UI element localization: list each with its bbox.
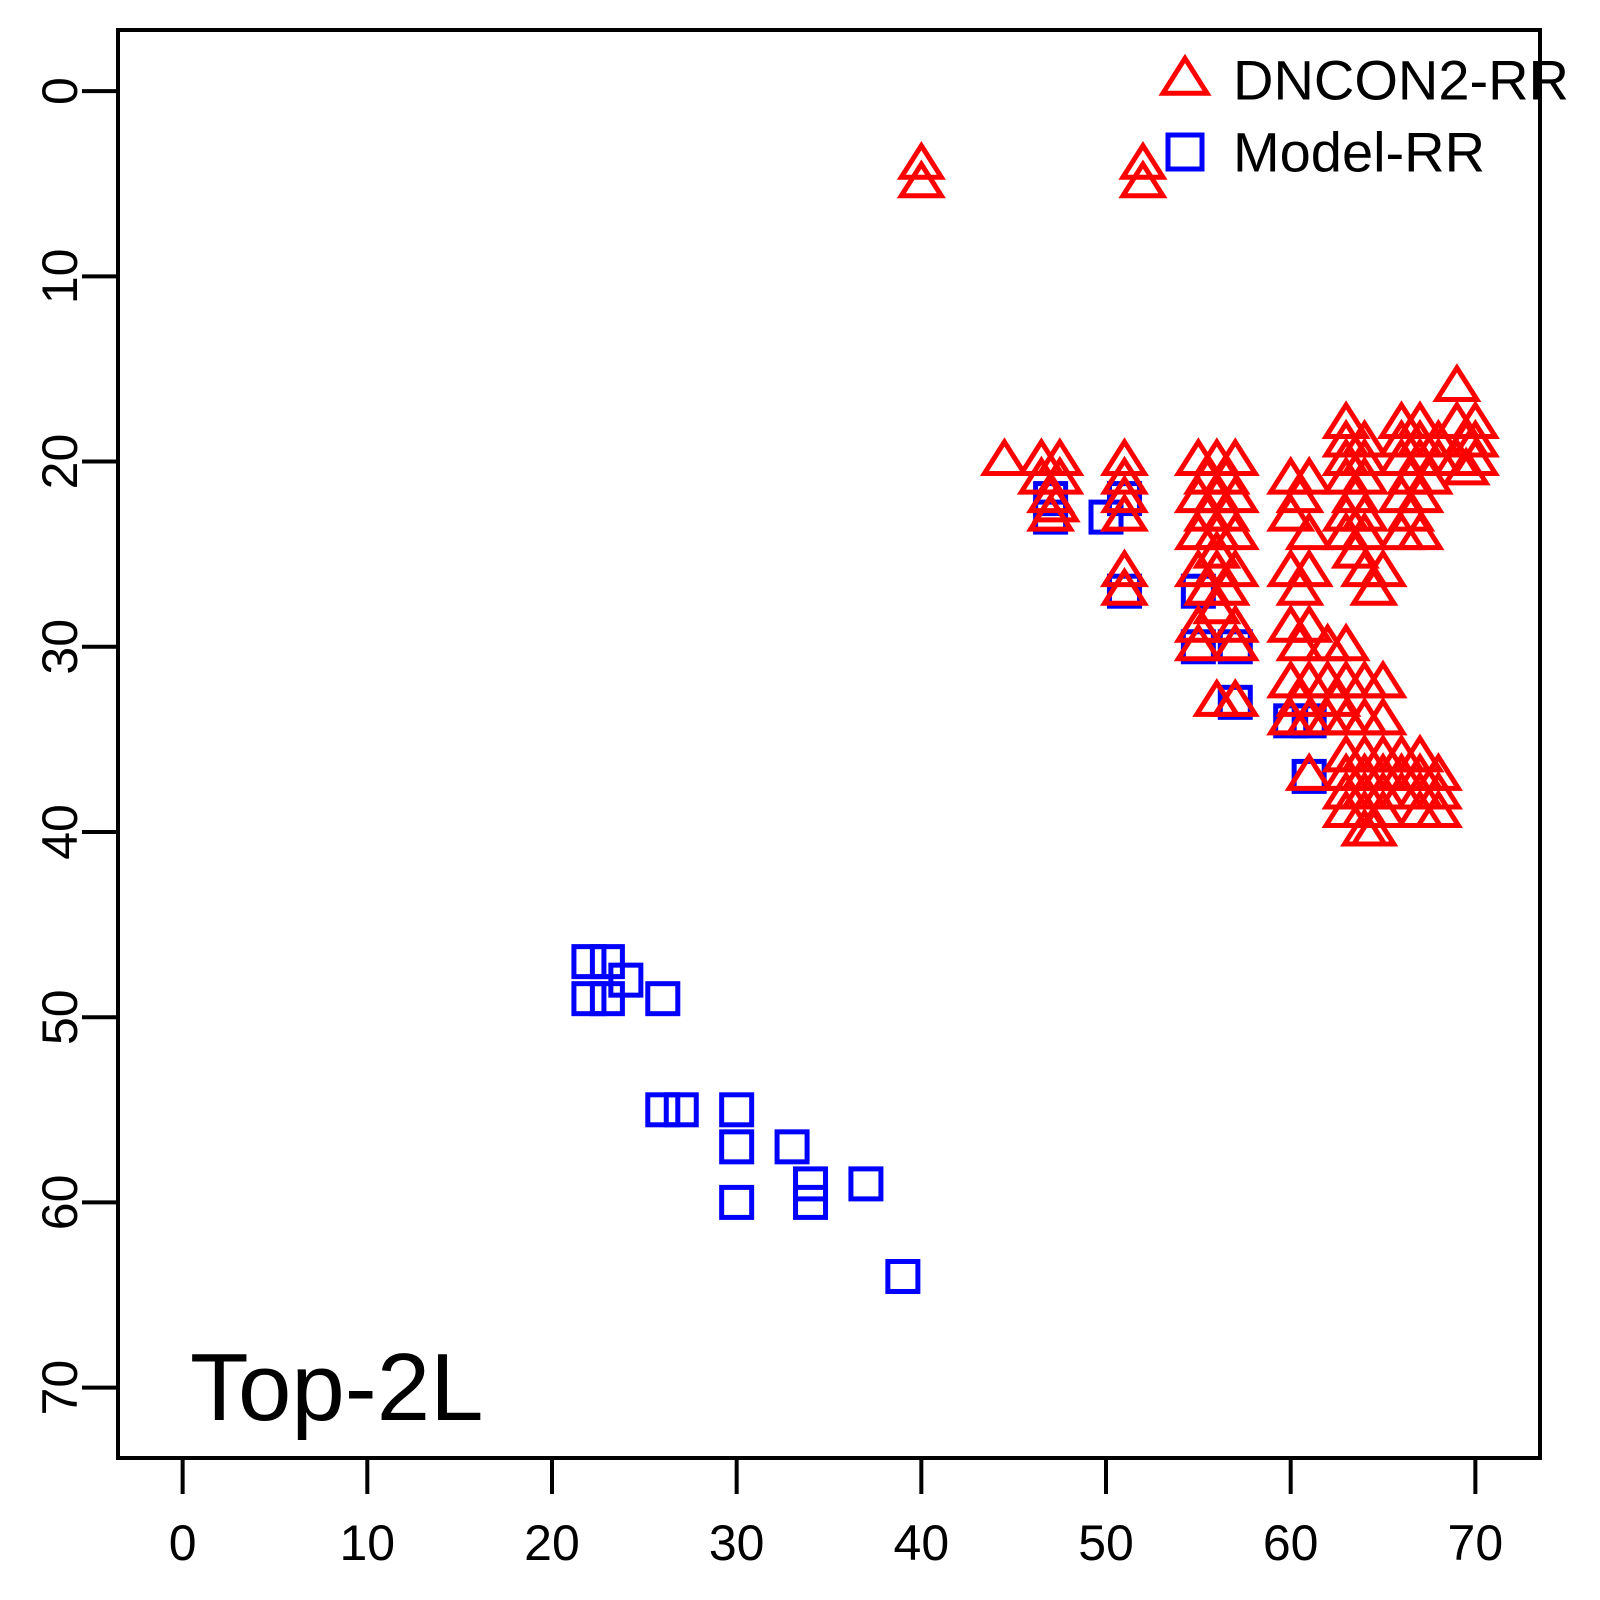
data-point-triangle [1099,455,1150,495]
data-point-square [793,1184,829,1220]
data-point-triangle [979,437,1029,477]
data-point-square [719,1129,755,1165]
x-tick-label-20: 20 [524,1515,580,1571]
axes-group: 0 10 20 30 40 50 60 70 0 10 20 30 40 50 60 70 [32,28,1542,1571]
data-point-triangle [1118,159,1168,199]
data-point-square [663,1092,699,1128]
data-point-square [645,981,681,1017]
data-point-triangle [1450,437,1500,477]
legend: DNCON2-RR Model-RR [1158,49,1569,184]
data-point-square [589,944,625,980]
y-tick-label-70: 70 [32,1360,88,1416]
data-point-triangle [1210,511,1260,551]
data-point-square [848,1166,884,1202]
data-point-triangle [1413,770,1463,810]
y-tick-label-60: 60 [32,1175,88,1231]
x-tick-label-70: 70 [1448,1515,1504,1571]
y-tick-label-40: 40 [32,804,88,860]
data-point-triangle [1118,140,1168,180]
data-point-triangle [1284,752,1334,791]
y-tick-label-20: 20 [32,434,88,490]
data-point-triangle [1210,622,1260,662]
data-point-triangle [1284,511,1334,551]
panel-label-text: Top-2L [190,1334,484,1441]
data-point-triangle [1031,483,1081,523]
x-tick-label-40: 40 [894,1515,950,1571]
data-point-triangle [1450,418,1500,458]
data-point-square [608,962,644,998]
data-point-triangle [1266,492,1316,532]
y-tick-label-50: 50 [32,989,88,1045]
legend-marker-triangle [1158,53,1212,96]
data-point-triangle [1321,400,1371,440]
data-point-triangle [1192,585,1242,625]
data-point-triangle [1349,566,1399,606]
y-tick-label-30: 30 [32,619,88,675]
x-tick-label-50: 50 [1078,1515,1134,1571]
data-point-triangle [1358,659,1408,699]
data-point-triangle [1349,807,1399,847]
data-point-triangle [1275,566,1325,606]
data-point-triangle [1395,733,1445,773]
x-tick-label-0: 0 [169,1515,197,1571]
data-point-triangle [1275,622,1325,662]
data-point-triangle [1099,437,1150,477]
data-point-triangle [1441,446,1491,486]
data-point-triangle [896,140,946,180]
data-point-square [645,1092,681,1128]
legend-marker-square [1165,132,1205,172]
data-point-triangle [1210,678,1260,717]
data-point-triangle [1340,437,1390,477]
data-point-triangle [1173,622,1223,662]
data-point-triangle [1099,566,1150,606]
data-point-triangle [1395,511,1445,551]
data-point-square [1088,499,1124,535]
plot-frame [116,28,1542,1460]
data-point-square [719,1092,755,1128]
x-tick-label-10: 10 [339,1515,395,1571]
legend-label-1: Model-RR [1233,121,1485,184]
data-point-triangle [896,159,946,199]
data-point-triangle [1432,363,1482,402]
data-point-square [571,944,607,980]
data-point-triangle [1340,418,1390,458]
data-point-square [774,1129,810,1165]
data-point-square [571,981,607,1017]
data-point-square [885,1258,921,1294]
panel-label: Top-2L [190,1334,484,1441]
data-point-triangle [1413,752,1463,791]
data-points-group [571,140,1500,1294]
data-point-square [793,1166,829,1202]
data-point-triangle [1099,548,1150,588]
data-point-triangle [1210,603,1260,643]
series-dncon2-rr [896,140,1500,847]
data-point-triangle [1035,437,1085,477]
data-point-triangle [1321,622,1371,662]
data-point-triangle [1358,696,1408,736]
data-point-triangle [1099,474,1150,514]
data-point-triangle [1413,418,1463,458]
data-point-triangle [1192,529,1242,569]
data-point-triangle [1395,400,1445,440]
data-point-triangle [1099,492,1150,532]
y-tick-label-10: 10 [32,249,88,305]
data-point-triangle [1340,492,1390,532]
data-point-square [589,981,625,1017]
legend-label-0: DNCON2-RR [1233,49,1569,112]
y-tick-label-0: 0 [32,77,88,105]
data-point-triangle [1173,603,1223,643]
data-point-square [719,1184,755,1220]
data-point-triangle [1413,789,1463,828]
x-tick-label-60: 60 [1263,1515,1319,1571]
x-tick-label-30: 30 [709,1515,765,1571]
